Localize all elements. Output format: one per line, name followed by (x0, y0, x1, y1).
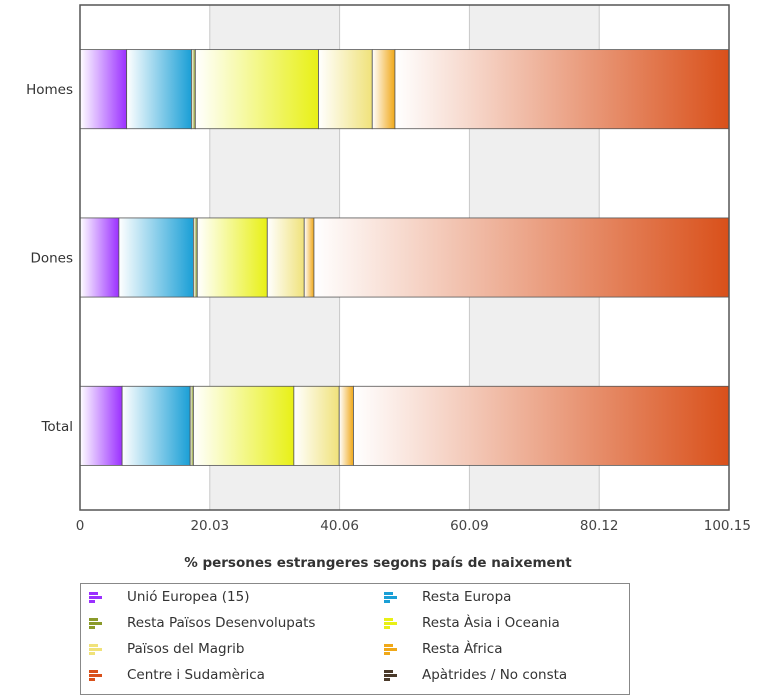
bar-segment[interactable] (313, 217, 730, 298)
bar-segment[interactable] (371, 49, 396, 130)
legend-swatch-icon (384, 592, 397, 603)
x-tick-label: 40.06 (320, 518, 359, 534)
y-tick-label: Dones (30, 251, 73, 267)
bar-segment[interactable] (193, 217, 198, 298)
legend-swatch-icon (89, 618, 102, 629)
bar-segment[interactable] (293, 385, 340, 466)
legend-label: Centre i Sudamèrica (127, 667, 265, 683)
legend-swatch-icon (89, 644, 102, 655)
bar-segment[interactable] (196, 217, 268, 298)
bar-segment[interactable] (193, 385, 295, 466)
x-tick-label: 20.03 (190, 518, 229, 534)
legend-label: Apàtrides / No consta (422, 667, 568, 683)
legend: Unió Europea (15) Resta Europa Resta Païso… (80, 583, 630, 695)
legend-swatch-icon (384, 644, 397, 655)
bar-segment[interactable] (266, 217, 305, 298)
legend-swatch-icon (384, 670, 397, 681)
bar-segment[interactable] (118, 217, 194, 298)
legend-swatch-icon (89, 670, 102, 681)
y-tick-label: Total (40, 419, 73, 435)
x-tick-label: 0 (76, 518, 85, 534)
legend-label: Resta Països Desenvolupats (127, 615, 316, 631)
y-tick-label: Homes (26, 82, 73, 98)
bar-segment[interactable] (303, 217, 315, 298)
bar-segment[interactable] (79, 49, 128, 130)
bar-segment[interactable] (79, 385, 123, 466)
plot-frame (79, 4, 730, 511)
bar-segment[interactable] (353, 385, 730, 466)
bar-segment[interactable] (191, 49, 196, 130)
legend-swatch-icon (384, 618, 397, 629)
legend-swatch-icon (89, 592, 102, 603)
x-tick-label: 100.15 (704, 518, 751, 534)
bar-segment[interactable] (394, 49, 730, 130)
bar-segment[interactable] (79, 217, 120, 298)
legend-label: Països del Magrib (127, 641, 245, 657)
legend-label: Resta Àfrica (422, 641, 503, 657)
bar-segment[interactable] (318, 49, 373, 130)
x-tick-label: 80.12 (580, 518, 619, 534)
legend-label: Unió Europea (15) (127, 589, 250, 605)
bar-segment[interactable] (194, 49, 319, 130)
x-tick-label: 60.09 (450, 518, 489, 534)
legend-label: Resta Àsia i Oceania (422, 615, 560, 631)
bar-segment[interactable] (189, 385, 194, 466)
bar-segment[interactable] (121, 385, 191, 466)
x-axis-title: % persones estrangeres segons país de na… (184, 555, 572, 571)
bar-segment[interactable] (126, 49, 192, 130)
bar-segment[interactable] (338, 385, 354, 466)
legend-label: Resta Europa (422, 589, 512, 605)
